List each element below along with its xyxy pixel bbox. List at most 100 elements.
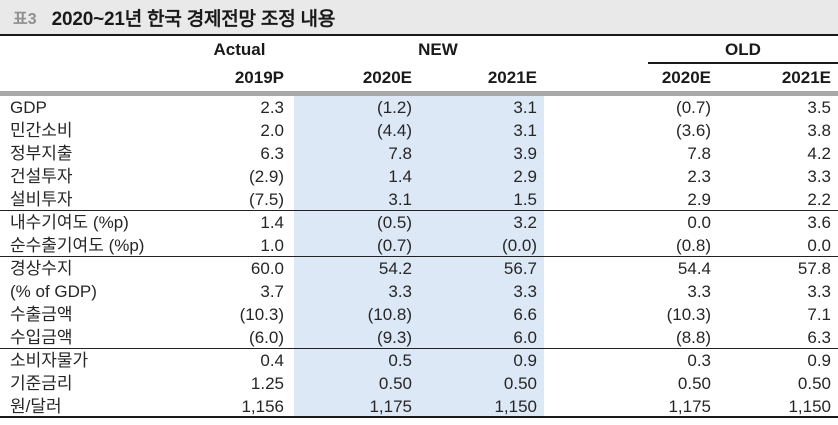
row-label: 민간소비 [10,121,73,140]
col-header-2019p: 2019P [234,68,284,87]
row-label: 내수기여도 (%p) [10,213,129,232]
value-cell: 2.9 [687,190,711,209]
row-label: 원/달러 [10,397,62,416]
value-cell: (10.3) [666,305,711,324]
value-cell: (10.8) [294,303,420,326]
row-label: (% of GDP) [10,282,97,301]
value-cell: 1,150 [420,395,544,416]
value-cell: (0.7) [676,98,711,117]
value-cell: 2.2 [807,190,831,209]
value-cell: 3.3 [420,280,544,303]
value-cell: (0.5) [294,211,420,234]
value-cell: 3.3 [294,280,420,303]
value-cell: (0.0) [420,234,544,256]
value-cell: (0.8) [676,236,711,255]
value-cell: 6.3 [260,144,284,163]
col-header-old-2020e: 2020E [661,68,711,87]
table-row: 민간소비 2.0 (4.4) 3.1 (3.6) 3.8 [0,119,838,142]
value-cell: 0.50 [797,374,831,393]
value-cell: 0.0 [807,236,831,255]
table-row: GDP 2.3 (1.2) 3.1 (0.7) 3.5 [0,96,838,119]
value-cell: (6.0) [249,328,284,347]
value-cell: 3.3 [807,282,831,301]
col-group-new: NEW [418,40,458,59]
table-body: GDP 2.3 (1.2) 3.1 (0.7) 3.5 민간소비 2.0 (4.4) 3.1 (3.… [0,96,838,418]
value-cell: 1.0 [260,236,284,255]
table-number-badge: 표3 [13,11,37,28]
value-cell: 6.3 [807,328,831,347]
value-cell: 3.1 [294,188,420,210]
table-row: 내수기여도 (%p) 1.4 (0.5) 3.2 0.0 3.6 [0,211,838,234]
value-cell: 1.25 [250,374,284,393]
table-row: 설비투자 (7.5) 3.1 1.5 2.9 2.2 [0,188,838,211]
value-cell: (0.7) [294,234,420,256]
value-cell: (4.4) [294,119,420,142]
value-cell: 6.0 [420,326,544,348]
value-cell: 3.9 [420,142,544,165]
value-cell: 54.2 [294,257,420,280]
row-label: 순수출기여도 (%p) [10,236,145,255]
row-label: 정부지출 [10,144,73,163]
value-cell: 7.8 [294,142,420,165]
value-cell: 0.9 [420,349,544,372]
value-cell: 0.4 [260,351,284,370]
value-cell: 3.5 [807,98,831,117]
value-cell: 3.7 [260,282,284,301]
value-cell: 3.8 [807,121,831,140]
value-cell: 1.4 [294,165,420,188]
table-row: 수출금액 (10.3) (10.8) 6.6 (10.3) 7.1 [0,303,838,326]
row-label: 경상수지 [10,259,73,278]
value-cell: 1.5 [420,188,544,210]
table-row: 소비자물가 0.4 0.5 0.9 0.3 0.9 [0,349,838,372]
value-cell: 0.50 [294,372,420,395]
value-cell: 1,175 [668,397,711,416]
value-cell: 1,150 [788,397,831,416]
value-cell: 1,175 [294,395,420,416]
value-cell: (9.3) [294,326,420,348]
value-cell: 0.3 [687,351,711,370]
col-group-old: OLD [648,36,838,64]
value-cell: 56.7 [420,257,544,280]
value-cell: 7.1 [807,305,831,324]
row-label: 설비투자 [10,190,73,209]
value-cell: 3.3 [807,167,831,186]
header-year-row: 2019P 2020E 2021E 2020E 2021E [0,64,838,91]
value-cell: (7.5) [249,190,284,209]
table-row: 경상수지 60.0 54.2 56.7 54.4 57.8 [0,257,838,280]
value-cell: 1.4 [260,213,284,232]
table-row: 순수출기여도 (%p) 1.0 (0.7) (0.0) (0.8) 0.0 [0,234,838,257]
header-divider-bar [0,91,838,96]
value-cell: 6.6 [420,303,544,326]
header-spacer [0,36,185,64]
col-header-new-2020e: 2020E [362,68,412,87]
table-title: 2020~21년 한국 경제전망 조정 내용 [51,8,336,30]
value-cell: 4.2 [807,144,831,163]
table-row: 원/달러 1,156 1,175 1,150 1,175 1,150 [0,395,838,418]
row-label: 소비자물가 [10,351,89,370]
table-row: 정부지출 6.3 7.8 3.9 7.8 4.2 [0,142,838,165]
row-label: GDP [10,98,47,117]
value-cell: 1,156 [241,397,284,416]
col-header-old-2021e: 2021E [781,68,831,87]
value-cell: 3.1 [420,96,544,119]
value-cell: (10.3) [239,305,284,324]
col-header-new-2021e: 2021E [487,68,537,87]
value-cell: 54.4 [677,259,711,278]
col-group-actual: Actual [213,40,266,59]
row-label: 수출금액 [10,305,73,324]
value-cell: 60.0 [250,259,284,278]
value-cell: 0.0 [687,213,711,232]
value-cell: 2.3 [260,98,284,117]
row-label: 수입금액 [10,328,73,347]
value-cell: 3.2 [420,211,544,234]
value-cell: (3.6) [676,121,711,140]
value-cell: 0.5 [294,349,420,372]
row-label: 기준금리 [10,374,73,393]
table-row: (% of GDP) 3.7 3.3 3.3 3.3 3.3 [0,280,838,303]
table-header: Actual NEW OLD 2019P 2020E 2021E 2020E 2… [0,36,838,418]
row-label: 건설투자 [10,167,73,186]
value-cell: 7.8 [687,144,711,163]
value-cell: 2.0 [260,121,284,140]
table-row: 기준금리 1.25 0.50 0.50 0.50 0.50 [0,372,838,395]
